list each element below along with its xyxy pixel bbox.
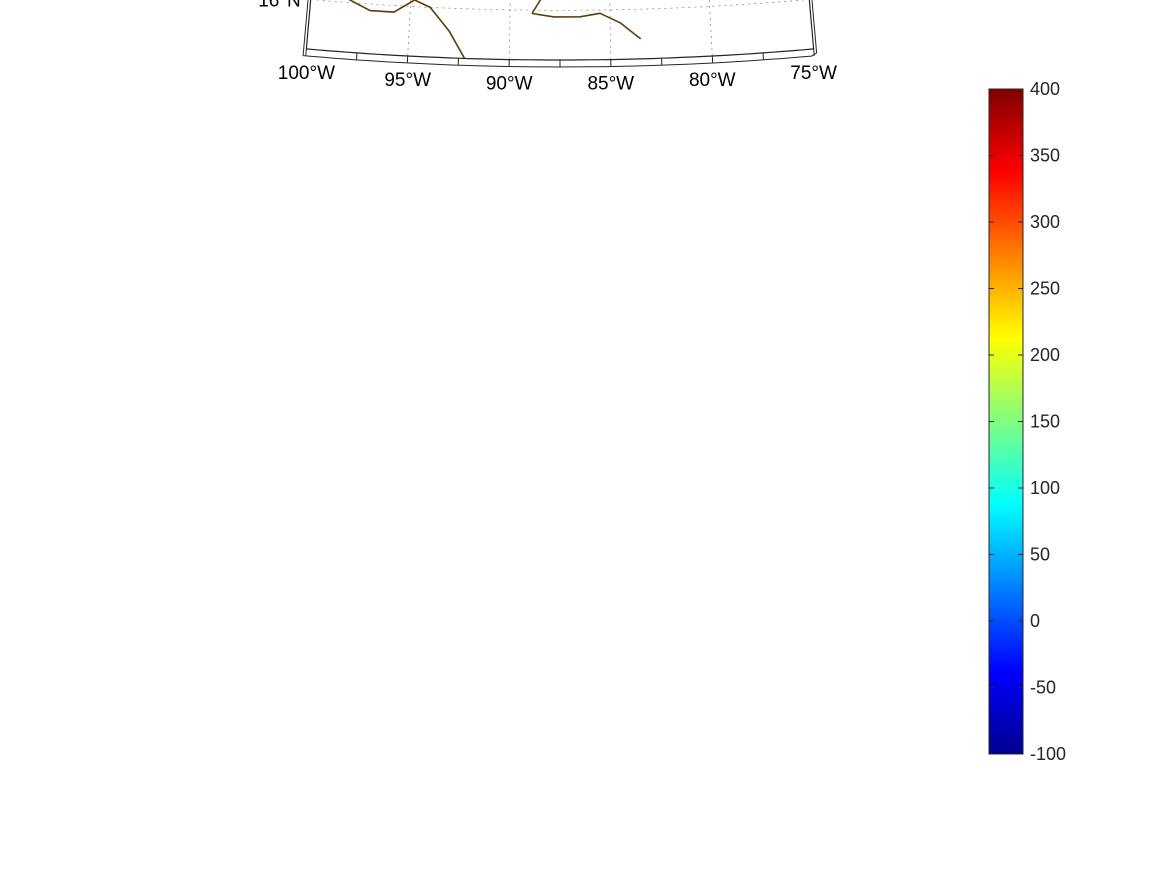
- meridian-line: [708, 0, 713, 57]
- colorbar-label: 0: [1030, 611, 1040, 631]
- parallel-line: [313, 0, 807, 11]
- coastline-segment: [531, 12, 642, 40]
- colorbar-label: 250: [1030, 279, 1060, 299]
- map-frame: [302, 0, 818, 68]
- coastline-segment: [348, 0, 466, 59]
- coastline: [348, 0, 642, 59]
- colorbar-gradient: [988, 88, 1024, 755]
- colorbar-label: 400: [1030, 79, 1060, 99]
- colorbar-label: 300: [1030, 212, 1060, 232]
- lon-label: 85°W: [587, 74, 634, 95]
- colorbar-label: 350: [1030, 146, 1060, 166]
- longitude-labels: 100°W 95°W 90°W 85°W 80°W 75°W: [278, 63, 837, 95]
- meridian-line: [609, 0, 612, 60]
- meridian-line: [306, 0, 312, 49]
- graticule: [306, 0, 814, 60]
- frame-outer: [302, 0, 818, 68]
- lon-label: 90°W: [486, 74, 533, 95]
- coastline-segment: [531, 0, 542, 14]
- lat-label: 16°N: [258, 0, 300, 11]
- lon-label: 80°W: [689, 70, 736, 91]
- colorbar-label: 150: [1030, 412, 1060, 432]
- frame-inner: [305, 0, 815, 61]
- colorbar-label: 100: [1030, 478, 1060, 498]
- frame-tick: [305, 48, 307, 56]
- latitude-labels: 32°N28°N24°N20°N16°N: [258, 0, 300, 11]
- lon-label: 75°W: [790, 63, 837, 84]
- frame-tick: [813, 48, 815, 56]
- data-field: [100, 60, 1000, 780]
- colorbar-label: -50: [1030, 678, 1056, 698]
- lon-label: 95°W: [384, 70, 431, 91]
- colorbar-label: 200: [1030, 345, 1060, 365]
- lon-label: 100°W: [278, 63, 335, 84]
- colorbar-label: 50: [1030, 545, 1050, 565]
- meridian-line: [407, 0, 412, 57]
- colorbar: 400 350 300 250 200 150 100 50 0 -50 -100: [988, 79, 1066, 764]
- meridian-line: [808, 0, 814, 49]
- colorbar-label: -100: [1030, 744, 1066, 764]
- meridian-line: [508, 0, 511, 60]
